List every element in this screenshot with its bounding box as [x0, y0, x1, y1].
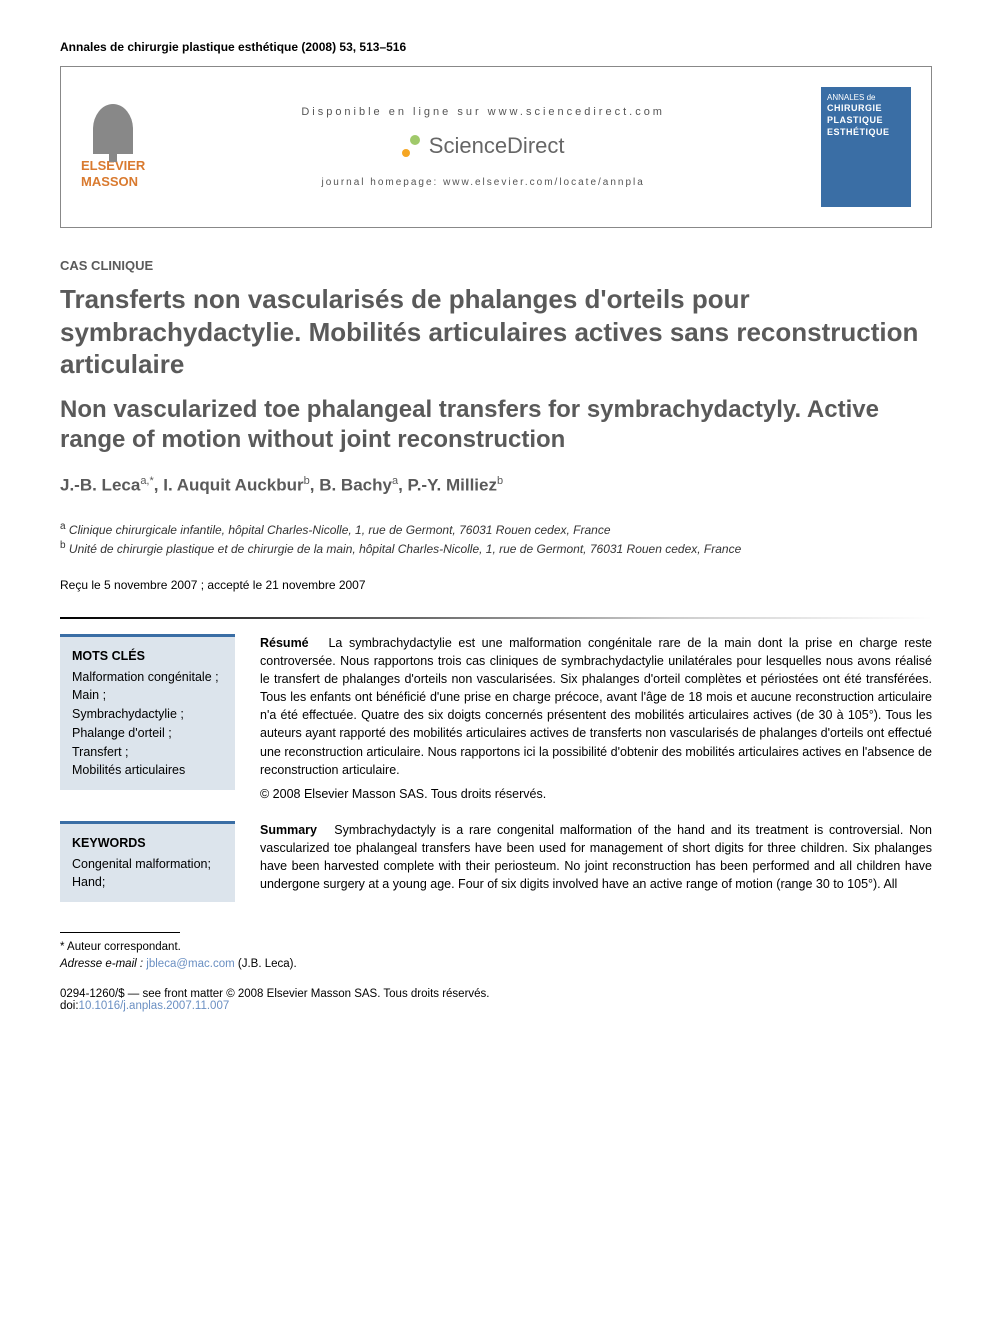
abstract-english: Summary Symbrachydactyly is a rare conge…: [260, 821, 932, 902]
resume-text: La symbrachydactylie est une malformatio…: [260, 636, 932, 777]
section-divider: [60, 617, 932, 619]
sciencedirect-icon: [402, 135, 424, 157]
center-header: Disponible en ligne sur www.sciencedirec…: [145, 106, 821, 188]
article-title-french: Transferts non vascularisés de phalanges…: [60, 283, 932, 381]
french-abstract-row: MOTS CLÉS Malformation congénitale ; Mai…: [60, 634, 932, 803]
footnotes: * Auteur correspondant. Adresse e-mail :…: [60, 939, 932, 974]
keywords-items: Congenital malformation; Hand;: [72, 855, 223, 893]
doi-section: 0294-1260/$ — see front matter © 2008 El…: [60, 988, 932, 1012]
english-abstract-row: KEYWORDS Congenital malformation; Hand; …: [60, 821, 932, 902]
front-matter-text: 0294-1260/$ — see front matter © 2008 El…: [60, 988, 932, 1000]
doi-link[interactable]: 10.1016/j.anplas.2007.11.007: [79, 1000, 230, 1012]
cover-line2: CHIRURGIE: [827, 103, 905, 115]
affiliation-b: b Unité de chirurgie plastique et de chi…: [60, 539, 932, 558]
email-label: Adresse e-mail :: [60, 958, 143, 970]
affiliation-a: a Clinique chirurgicale infantile, hôpit…: [60, 520, 932, 539]
article-title-english: Non vascularized toe phalangeal transfer…: [60, 395, 932, 455]
cover-line4: ESTHÉTIQUE: [827, 127, 905, 139]
author-email-link[interactable]: jbleca@mac.com: [146, 958, 234, 970]
abstract-french: Résumé La symbrachydactylie est une malf…: [260, 634, 932, 803]
email-line: Adresse e-mail : jbleca@mac.com (J.B. Le…: [60, 956, 932, 973]
article-type-label: CAS CLINIQUE: [60, 258, 932, 273]
footnote-divider: [60, 932, 180, 933]
keywords-english-box: KEYWORDS Congenital malformation; Hand;: [60, 821, 235, 902]
header-box: ELSEVIER MASSON Disponible en ligne sur …: [60, 66, 932, 228]
available-online-text: Disponible en ligne sur www.sciencedirec…: [145, 106, 821, 118]
cover-line1: ANNALES de: [827, 93, 905, 103]
email-author-name: (J.B. Leca).: [238, 958, 297, 970]
mots-cles-items: Malformation congénitale ; Main ; Symbra…: [72, 668, 223, 781]
received-accepted-dates: Reçu le 5 novembre 2007 ; accepté le 21 …: [60, 578, 932, 592]
elsevier-tree-icon: [93, 104, 133, 154]
mots-cles-title: MOTS CLÉS: [72, 647, 223, 666]
sciencedirect-label: ScienceDirect: [429, 133, 565, 159]
copyright-french: © 2008 Elsevier Masson SAS. Tous droits …: [260, 785, 932, 803]
doi-label: doi:: [60, 1000, 79, 1012]
cover-line3: PLASTIQUE: [827, 115, 905, 127]
keywords-title: KEYWORDS: [72, 834, 223, 853]
journal-homepage-text: journal homepage: www.elsevier.com/locat…: [145, 177, 821, 188]
publisher-name: ELSEVIER MASSON: [81, 158, 145, 189]
summary-label: Summary: [260, 823, 317, 837]
resume-label: Résumé: [260, 636, 309, 650]
affiliations: a Clinique chirurgicale infantile, hôpit…: [60, 520, 932, 558]
summary-text: Symbrachydactyly is a rare congenital ma…: [260, 823, 932, 891]
keywords-french-box: MOTS CLÉS Malformation congénitale ; Mai…: [60, 634, 235, 790]
journal-cover-thumbnail: ANNALES de CHIRURGIE PLASTIQUE ESTHÉTIQU…: [821, 87, 911, 207]
journal-reference: Annales de chirurgie plastique esthétiqu…: [60, 40, 932, 54]
doi-line: doi:10.1016/j.anplas.2007.11.007: [60, 1000, 932, 1012]
corresponding-author-note: * Auteur correspondant.: [60, 939, 932, 956]
publisher-logo: ELSEVIER MASSON: [81, 104, 145, 189]
publisher-name-line2: MASSON: [81, 174, 145, 190]
author-list: J.-B. Lecaa,*, I. Auquit Auckburb, B. Ba…: [60, 475, 932, 496]
sciencedirect-logo: ScienceDirect: [402, 133, 565, 159]
